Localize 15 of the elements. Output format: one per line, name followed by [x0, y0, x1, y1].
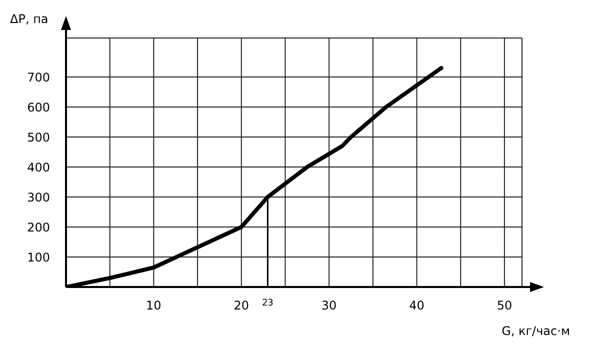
x-tick-label: 40 — [409, 298, 424, 313]
x-axis-title: G, кг/час·м — [502, 324, 570, 338]
y-tick-label: 600 — [27, 100, 50, 114]
y-axis-title: ΔP, па — [10, 12, 48, 26]
y-tick-label: 300 — [27, 190, 50, 204]
x-tick-label: 10 — [146, 298, 162, 313]
y-tick-label: 200 — [27, 220, 50, 234]
y-tick-label: 400 — [27, 160, 50, 174]
ref-line-label: 23 — [262, 298, 274, 308]
x-tick-label: 30 — [321, 298, 337, 313]
x-tick-label: 20 — [234, 298, 250, 313]
x-tick-label: 50 — [496, 298, 512, 313]
y-tick-label: 100 — [27, 250, 50, 264]
y-tick-label: 500 — [27, 130, 50, 144]
y-tick-label: 700 — [27, 70, 50, 84]
